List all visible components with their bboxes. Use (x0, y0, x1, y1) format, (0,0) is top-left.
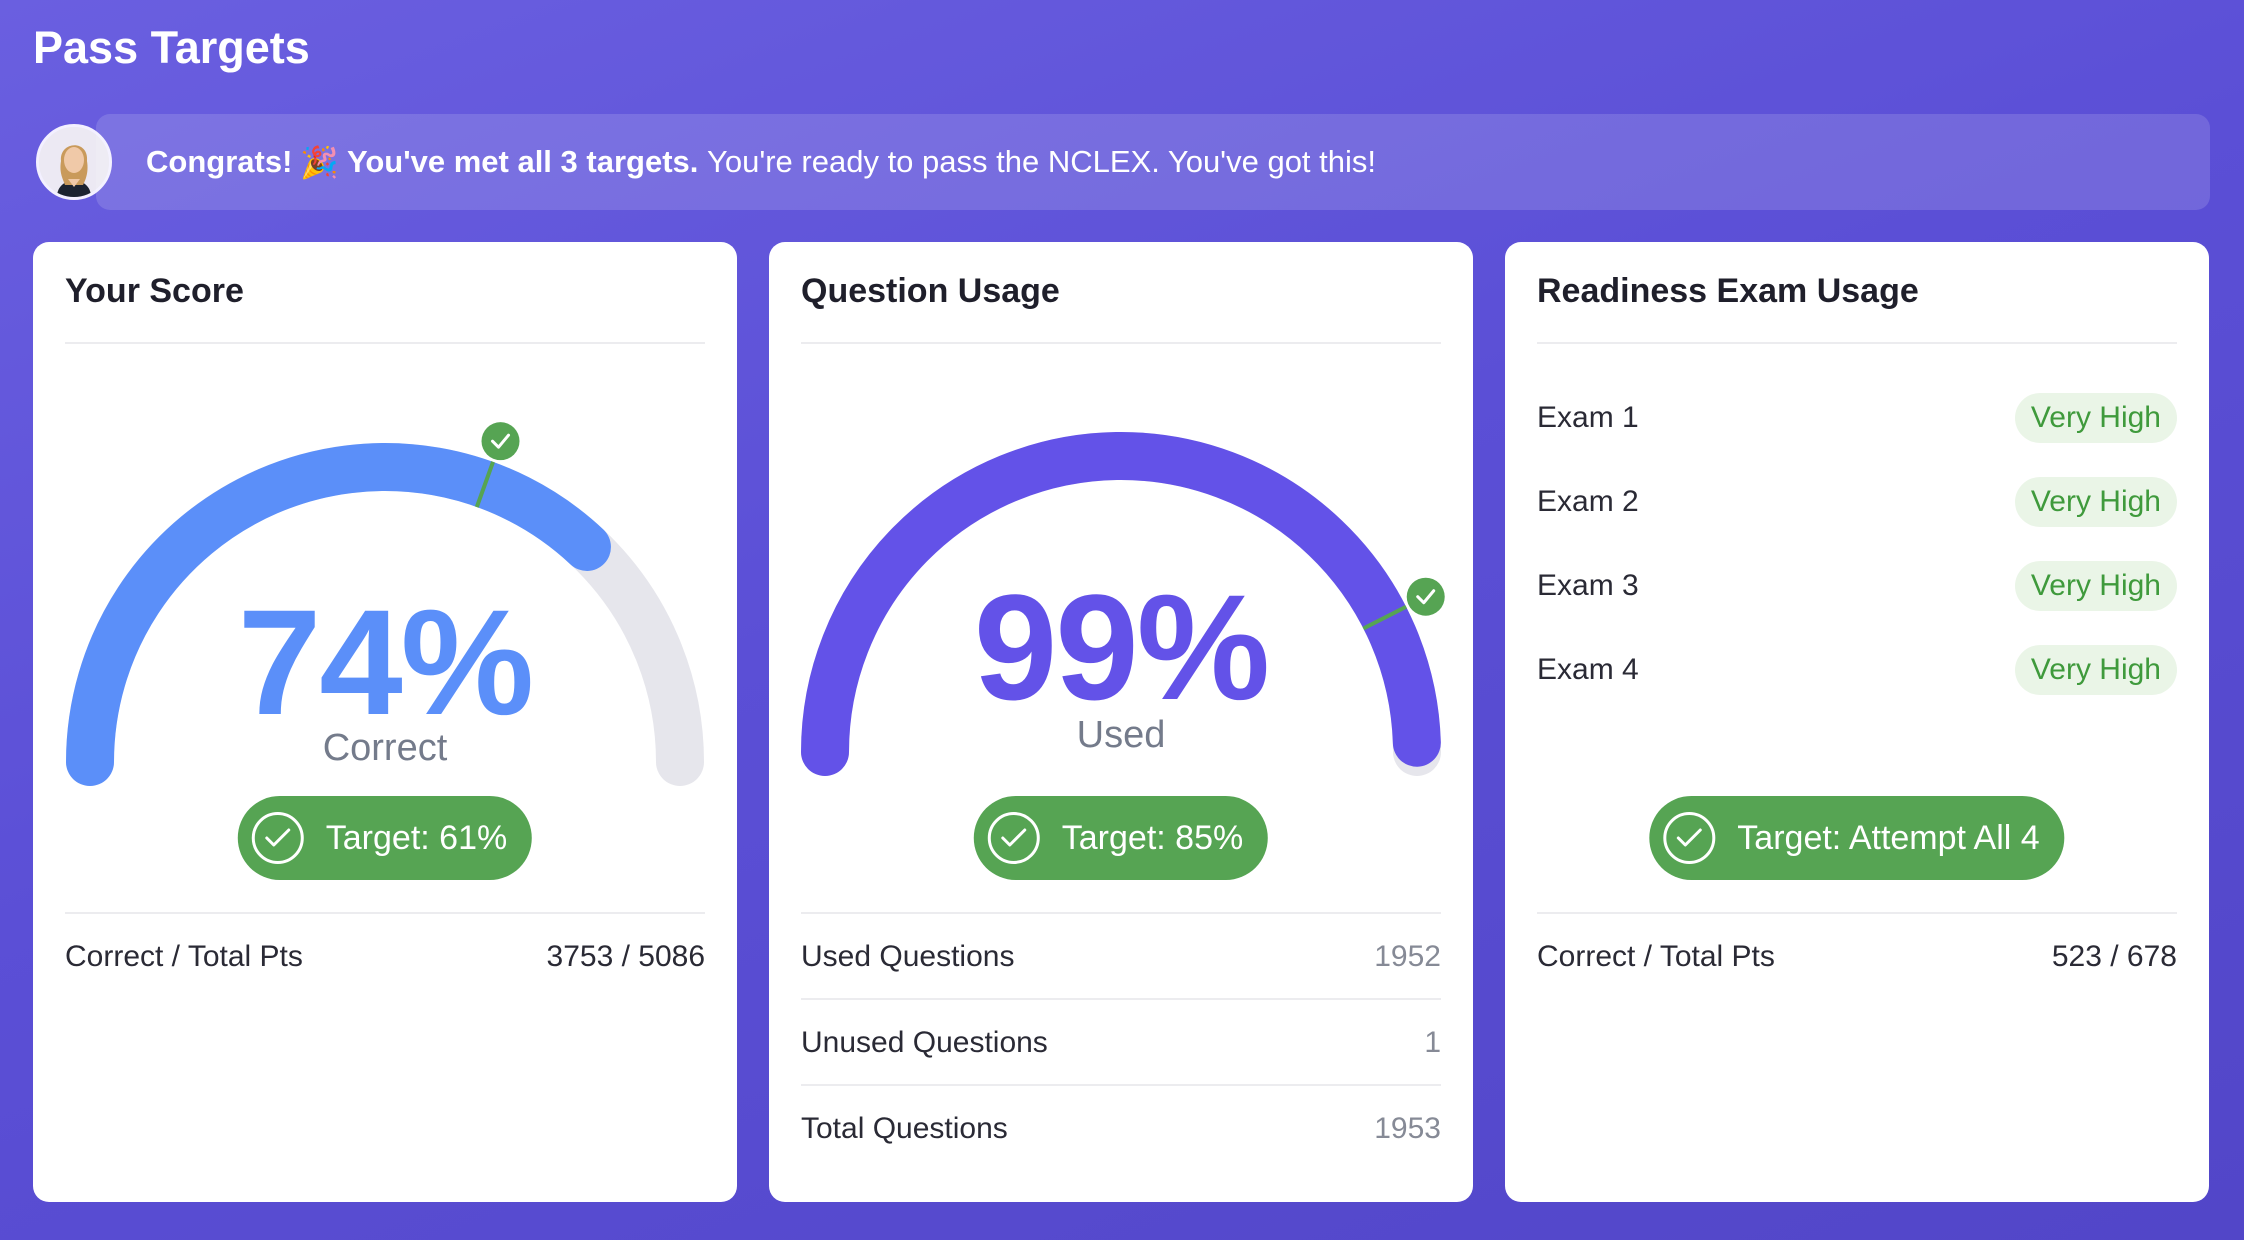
usage-stat-label: Unused Questions (801, 1026, 1048, 1059)
exam-label: Exam 1 (1537, 401, 1639, 434)
usage-stat-row-used: Used Questions 1952 (801, 914, 1441, 1000)
banner-congrats: Congrats! (146, 144, 293, 179)
readiness-stat-row: Correct / Total Pts 523 / 678 (1537, 914, 2177, 1000)
usage-card-title: Question Usage (801, 272, 1060, 310)
score-stat-label: Correct / Total Pts (65, 940, 303, 973)
exam-badge: Very High (2014, 645, 2177, 695)
usage-target-label: Target: 85% (1061, 818, 1244, 857)
usage-stat-value: 1952 (1374, 940, 1441, 973)
avatar (36, 124, 112, 200)
usage-stats-divider (801, 912, 1441, 914)
readiness-stat-value: 523 / 678 (2051, 940, 2177, 973)
exam-badge: Very High (2014, 561, 2177, 611)
exam-label: Exam 4 (1537, 653, 1639, 686)
check-circle-icon (251, 812, 304, 864)
banner-spacer (698, 144, 707, 180)
exam-row: Exam 1 Very High (1537, 390, 2177, 446)
usage-stat-row-unused: Unused Questions 1 (801, 1000, 1441, 1086)
readiness-stat-label: Correct / Total Pts (1537, 940, 1775, 973)
party-popper-icon: 🎉 (300, 144, 339, 180)
gauge-target-tick (1362, 604, 1408, 631)
score-sub-label: Correct (322, 727, 448, 769)
readiness-card-title: Readiness Exam Usage (1537, 272, 1919, 310)
score-stats-divider (65, 912, 705, 914)
usage-stat-label: Used Questions (801, 940, 1015, 973)
check-circle-icon (987, 812, 1040, 864)
exam-label: Exam 3 (1537, 569, 1639, 602)
usage-row-divider (801, 1084, 1441, 1086)
readiness-target-pill: Target: Attempt All 4 (1649, 796, 2065, 880)
target-check-icon (1416, 589, 1436, 605)
score-card-title: Your Score (65, 272, 244, 310)
readiness-card: Readiness Exam Usage Exam 1 Very High Ex… (1505, 242, 2209, 1202)
gauge-fill (801, 432, 1441, 776)
check-circle-icon (1663, 812, 1716, 864)
usage-sub-label: Used (1076, 714, 1166, 756)
score-target-label: Target: 61% (325, 818, 508, 857)
readiness-stats-divider (1537, 912, 2177, 914)
target-check-icon (491, 433, 511, 449)
gauge-fill (66, 443, 611, 786)
banner-message: You're ready to pass the NCLEX. You've g… (707, 144, 1377, 179)
score-gauge (66, 422, 704, 786)
exam-row: Exam 4 Very High (1537, 642, 2177, 698)
usage-stat-value: 1 (1424, 1026, 1441, 1059)
score-stat-row: Correct / Total Pts 3753 / 5086 (65, 914, 705, 1000)
score-percent: 74% (237, 578, 534, 746)
readiness-target-label: Target: Attempt All 4 (1737, 818, 2040, 857)
usage-card: Question Usage 99% Used Target: 85% Used… (769, 242, 1473, 1202)
congrats-banner: Congrats! 🎉 You've met all 3 targets. Yo… (96, 114, 2210, 210)
target-check-badge-icon (481, 422, 520, 461)
score-card-divider (65, 342, 705, 344)
usage-gauge (801, 432, 1445, 776)
usage-target-pill: Target: 85% (973, 796, 1269, 880)
exam-row: Exam 3 Very High (1537, 558, 2177, 614)
exam-label: Exam 2 (1537, 485, 1639, 518)
score-stat-value: 3753 / 5086 (546, 940, 705, 973)
usage-stat-label: Total Questions (801, 1112, 1008, 1145)
usage-stat-row-total: Total Questions 1953 (801, 1086, 1441, 1172)
readiness-card-divider (1537, 342, 2177, 344)
score-card: Your Score 74% Correct Target: 61% Corre… (33, 242, 737, 1202)
usage-stat-value: 1953 (1374, 1112, 1441, 1145)
score-target-pill: Target: 61% (237, 796, 533, 880)
usage-percent: 99% (973, 563, 1270, 731)
usage-card-divider (801, 342, 1441, 344)
avatar-portrait-icon (39, 127, 109, 197)
banner-met-targets: You've met all 3 targets. (347, 144, 699, 179)
page-title: Pass Targets (33, 22, 310, 73)
exam-badge: Very High (2014, 393, 2177, 443)
usage-row-divider (801, 998, 1441, 1000)
target-check-badge-icon (1406, 577, 1445, 616)
exam-badge: Very High (2014, 477, 2177, 527)
exam-row: Exam 2 Very High (1537, 474, 2177, 530)
gauge-target-tick (474, 461, 495, 508)
